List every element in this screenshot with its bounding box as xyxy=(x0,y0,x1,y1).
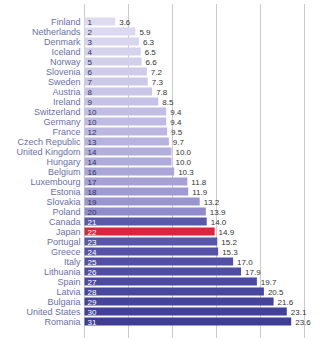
svg-text:29: 29 xyxy=(88,298,97,307)
svg-text:Finland: Finland xyxy=(51,17,81,27)
svg-text:10: 10 xyxy=(88,118,97,127)
svg-text:1: 1 xyxy=(88,18,93,27)
svg-text:30: 30 xyxy=(88,308,97,317)
svg-text:Belgium: Belgium xyxy=(48,167,81,177)
svg-text:Norway: Norway xyxy=(50,57,81,67)
svg-text:17.0: 17.0 xyxy=(237,258,253,267)
svg-text:Netherlands: Netherlands xyxy=(32,27,81,37)
svg-text:7.3: 7.3 xyxy=(152,78,164,87)
svg-text:9: 9 xyxy=(88,98,93,107)
svg-text:Ireland: Ireland xyxy=(53,97,81,107)
svg-text:10.3: 10.3 xyxy=(178,168,194,177)
svg-text:Slovenia: Slovenia xyxy=(46,67,81,77)
svg-text:15.2: 15.2 xyxy=(221,238,237,247)
svg-text:Lithuania: Lithuania xyxy=(44,267,81,277)
svg-text:9.4: 9.4 xyxy=(170,118,182,127)
svg-text:19.7: 19.7 xyxy=(261,278,277,287)
svg-text:9.5: 9.5 xyxy=(171,128,183,137)
svg-text:13: 13 xyxy=(88,138,97,147)
svg-text:21.6: 21.6 xyxy=(278,298,294,307)
svg-text:14.9: 14.9 xyxy=(219,228,235,237)
svg-text:23.6: 23.6 xyxy=(295,318,311,327)
svg-text:Latvia: Latvia xyxy=(56,287,80,297)
svg-text:26: 26 xyxy=(88,268,97,277)
svg-text:12: 12 xyxy=(88,128,97,137)
svg-text:24: 24 xyxy=(88,248,97,257)
svg-text:Switzerland: Switzerland xyxy=(34,107,81,117)
svg-text:15.3: 15.3 xyxy=(222,248,238,257)
svg-text:Italy: Italy xyxy=(64,257,81,267)
svg-text:11.8: 11.8 xyxy=(191,178,207,187)
svg-text:11.9: 11.9 xyxy=(192,188,208,197)
svg-text:22: 22 xyxy=(88,228,97,237)
svg-text:4: 4 xyxy=(88,48,93,57)
svg-text:17.9: 17.9 xyxy=(245,268,261,277)
svg-text:3: 3 xyxy=(88,38,93,47)
svg-text:Germany: Germany xyxy=(43,117,81,127)
svg-text:Greece: Greece xyxy=(51,247,81,257)
svg-text:10: 10 xyxy=(88,108,97,117)
svg-text:18: 18 xyxy=(88,188,97,197)
svg-text:14.0: 14.0 xyxy=(211,218,227,227)
svg-text:5.9: 5.9 xyxy=(139,28,151,37)
svg-text:10.0: 10.0 xyxy=(176,158,192,167)
svg-text:14: 14 xyxy=(88,158,97,167)
svg-text:16: 16 xyxy=(88,168,97,177)
svg-text:Denmark: Denmark xyxy=(44,37,81,47)
svg-text:6.6: 6.6 xyxy=(146,58,158,67)
svg-text:10.0: 10.0 xyxy=(176,148,192,157)
svg-text:8: 8 xyxy=(88,88,93,97)
svg-text:20.5: 20.5 xyxy=(268,288,284,297)
svg-text:9.4: 9.4 xyxy=(170,108,182,117)
svg-text:14: 14 xyxy=(88,148,97,157)
svg-text:6.3: 6.3 xyxy=(143,38,155,47)
svg-text:Luxembourg: Luxembourg xyxy=(30,177,80,187)
svg-text:Czech Republic: Czech Republic xyxy=(17,137,81,147)
svg-text:2: 2 xyxy=(88,28,93,37)
svg-text:Canada: Canada xyxy=(49,217,81,227)
svg-text:20: 20 xyxy=(88,208,97,217)
svg-text:31: 31 xyxy=(88,318,97,327)
svg-text:Spain: Spain xyxy=(57,277,80,287)
svg-text:Romania: Romania xyxy=(44,317,80,327)
svg-text:Iceland: Iceland xyxy=(51,47,80,57)
svg-text:Portugal: Portugal xyxy=(47,237,81,247)
svg-text:Bulgaria: Bulgaria xyxy=(47,297,80,307)
svg-text:Japan: Japan xyxy=(56,227,81,237)
svg-text:United States: United States xyxy=(26,307,81,317)
svg-text:5: 5 xyxy=(88,58,93,67)
svg-text:7.8: 7.8 xyxy=(156,88,168,97)
svg-text:United Kingdom: United Kingdom xyxy=(16,147,80,157)
svg-text:6: 6 xyxy=(88,68,93,77)
svg-text:23.1: 23.1 xyxy=(291,308,307,317)
svg-text:Sweden: Sweden xyxy=(48,77,81,87)
svg-text:21: 21 xyxy=(88,218,97,227)
svg-text:9.7: 9.7 xyxy=(173,138,185,147)
svg-text:13.2: 13.2 xyxy=(204,198,220,207)
svg-text:7: 7 xyxy=(88,78,93,87)
svg-text:8.5: 8.5 xyxy=(162,98,174,107)
svg-text:13.9: 13.9 xyxy=(210,208,226,217)
svg-text:7.2: 7.2 xyxy=(151,68,163,77)
svg-text:Slovakia: Slovakia xyxy=(46,197,80,207)
svg-text:27: 27 xyxy=(88,278,97,287)
svg-text:Estonia: Estonia xyxy=(50,187,80,197)
svg-text:17: 17 xyxy=(88,178,97,187)
svg-text:28: 28 xyxy=(88,288,97,297)
svg-text:23: 23 xyxy=(88,238,97,247)
svg-text:19: 19 xyxy=(88,198,97,207)
svg-text:Hungary: Hungary xyxy=(46,157,81,167)
svg-text:3.6: 3.6 xyxy=(119,18,131,27)
svg-text:25: 25 xyxy=(88,258,97,267)
svg-text:Austria: Austria xyxy=(52,87,80,97)
svg-text:Poland: Poland xyxy=(52,207,80,217)
svg-text:France: France xyxy=(52,127,80,137)
svg-text:6.5: 6.5 xyxy=(145,48,157,57)
